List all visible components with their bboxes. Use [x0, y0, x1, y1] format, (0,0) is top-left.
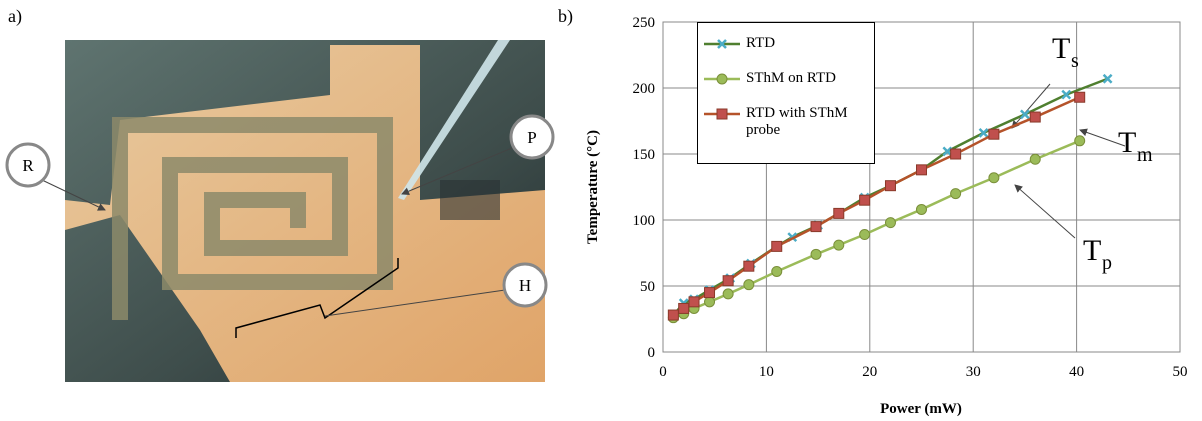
annotation: T — [1118, 126, 1136, 159]
photo-label: P — [527, 128, 536, 147]
y-tick-label: 0 — [648, 345, 656, 361]
panel-label: a) — [8, 6, 22, 27]
legend-swatch — [702, 106, 742, 122]
marker — [668, 310, 678, 320]
legend-label: SThM on RTD — [746, 70, 870, 87]
marker — [723, 276, 733, 286]
marker — [811, 222, 821, 232]
marker — [723, 289, 733, 299]
series-line — [673, 141, 1079, 318]
marker — [917, 165, 927, 175]
photo-label: R — [22, 156, 34, 175]
y-tick-label: 150 — [633, 147, 656, 163]
figure-canvas: a) b) R P H Power (mW) Temperature (°C) … — [0, 0, 1202, 421]
marker — [951, 149, 961, 159]
x-tick-label: 40 — [1069, 364, 1084, 380]
y-tick-label: 200 — [633, 81, 656, 97]
legend-label: RTD with SThM probe — [746, 105, 870, 139]
marker — [860, 195, 870, 205]
x-tick-label: 50 — [1173, 364, 1188, 380]
marker — [1030, 154, 1040, 164]
legend-label: RTD — [746, 35, 870, 52]
marker — [705, 288, 715, 298]
marker — [772, 241, 782, 251]
x-tick-label: 10 — [759, 364, 774, 380]
marker — [744, 280, 754, 290]
photo — [65, 40, 545, 382]
annotation-subscript: s — [1071, 50, 1079, 72]
marker — [885, 218, 895, 228]
marker — [1075, 136, 1085, 146]
marker — [834, 208, 844, 218]
annotation-subscript: m — [1137, 144, 1153, 166]
marker — [951, 189, 961, 199]
y-axis-label: Temperature (°C) — [585, 130, 601, 244]
marker — [989, 129, 999, 139]
y-tick-label: 100 — [633, 213, 656, 229]
annotation: T — [1083, 234, 1101, 267]
legend-swatch — [702, 36, 742, 52]
legend: RTD SThM on RTD RTD with SThM probe — [697, 22, 875, 164]
marker — [679, 303, 689, 313]
figure: a) b) R P H Power (mW) Temperature (°C) … — [0, 0, 1202, 421]
y-tick-label: 250 — [633, 15, 656, 31]
marker — [811, 249, 821, 259]
annotation-subscript: p — [1102, 252, 1112, 274]
y-tick-label: 50 — [640, 279, 655, 295]
marker — [1075, 92, 1085, 102]
marker — [744, 261, 754, 271]
marker — [1030, 112, 1040, 122]
legend-marker — [717, 109, 727, 119]
photo-label: H — [519, 276, 531, 295]
marker — [834, 240, 844, 250]
legend-entry: RTD — [702, 35, 870, 52]
legend-swatch — [702, 71, 742, 87]
marker — [772, 266, 782, 276]
x-tick-label: 30 — [966, 364, 981, 380]
marker — [689, 297, 699, 307]
panel-label: b) — [558, 6, 573, 27]
legend-entry: RTD with SThM probe — [702, 105, 870, 139]
marker — [989, 173, 999, 183]
x-axis-label: Power (mW) — [880, 401, 962, 417]
marker — [885, 181, 895, 191]
marker — [705, 297, 715, 307]
annotation: T — [1052, 32, 1070, 65]
x-tick-label: 20 — [862, 364, 877, 380]
legend-marker — [717, 74, 727, 84]
marker — [917, 204, 927, 214]
legend-entry: SThM on RTD — [702, 70, 870, 87]
x-tick-label: 0 — [659, 364, 667, 380]
marker — [860, 230, 870, 240]
